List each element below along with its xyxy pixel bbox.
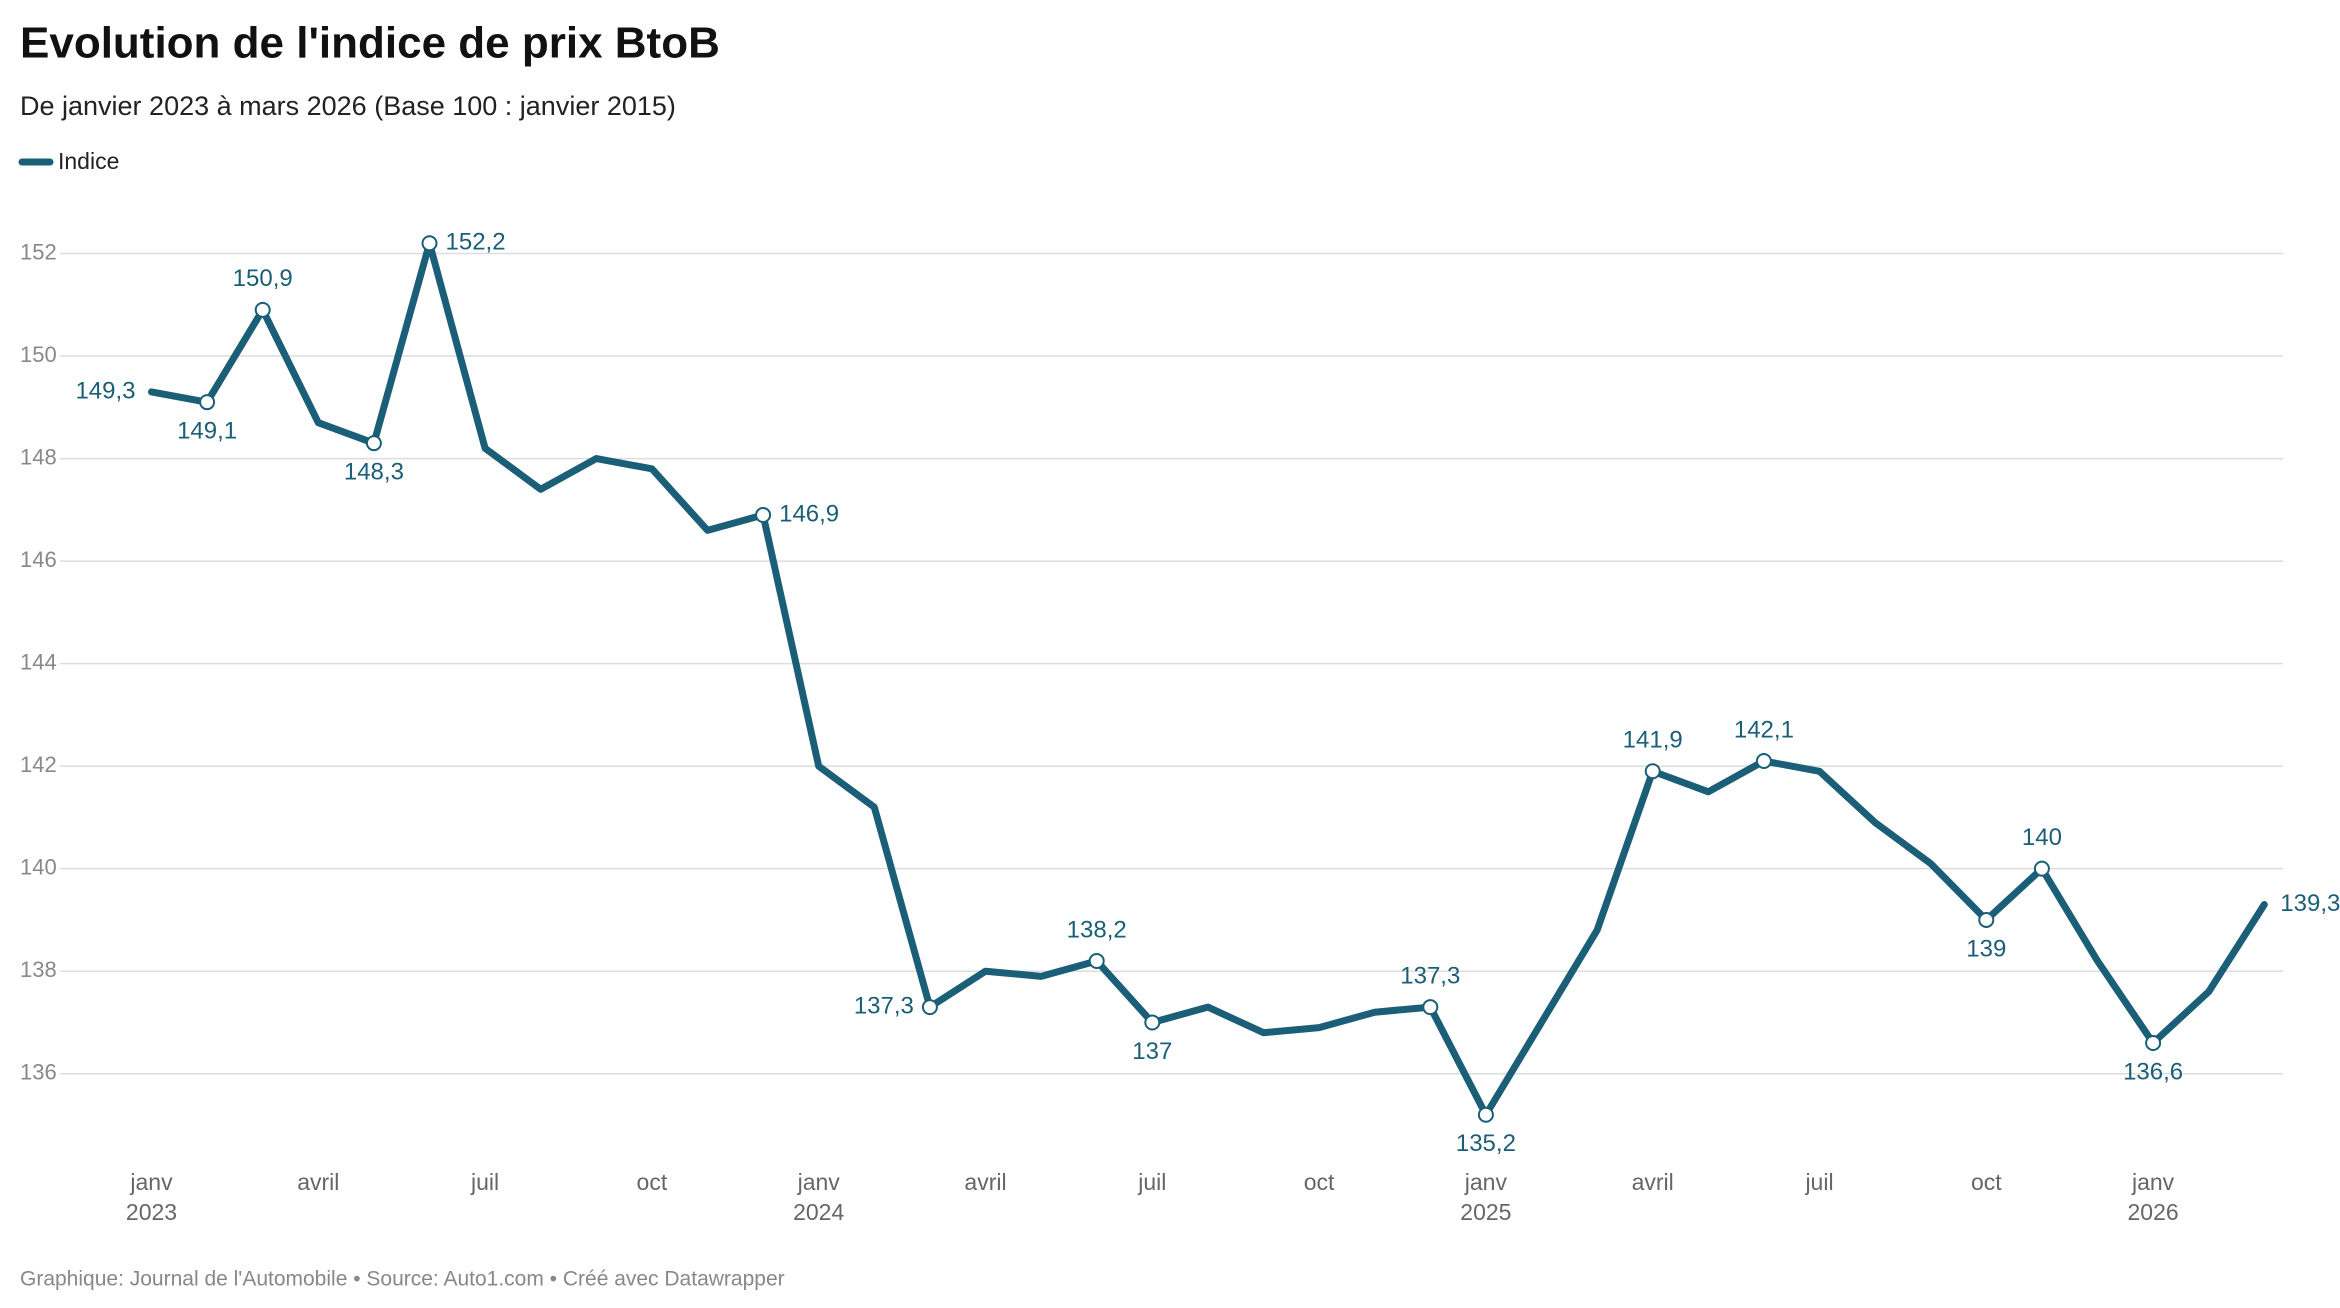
x-tick-label: oct: [636, 1169, 668, 1195]
y-tick-label: 144: [20, 649, 57, 674]
y-tick-label: 150: [20, 342, 57, 367]
point-marker: [755, 506, 772, 523]
data-label: 138,2: [1067, 916, 1127, 943]
data-label: 140: [2022, 824, 2062, 851]
chart-subtitle: De janvier 2023 à mars 2026 (Base 100 : …: [20, 91, 676, 121]
x-tick-label: oct: [1303, 1169, 1335, 1195]
legend-label: Indice: [58, 148, 119, 174]
y-tick-label: 138: [20, 957, 57, 982]
data-label: 136,6: [2123, 1058, 2183, 1085]
y-tick-label: 146: [20, 547, 57, 572]
data-label: 149,1: [177, 418, 237, 445]
y-tick-label: 140: [20, 854, 57, 879]
point-marker: [1144, 1014, 1161, 1031]
data-label: 150,9: [233, 265, 293, 292]
point-marker: [365, 435, 382, 452]
x-tick-label: juil: [1805, 1169, 1834, 1195]
point-marker: [1088, 952, 1105, 969]
data-label: 137: [1132, 1038, 1172, 1065]
x-tick-label: janv 2024: [793, 1169, 845, 1225]
point-marker: [1422, 999, 1439, 1016]
point-marker: [921, 999, 938, 1016]
data-label: 148,3: [344, 459, 404, 486]
x-tick-label: janv 2025: [1460, 1169, 1512, 1225]
data-label: 137,3: [854, 992, 914, 1019]
x-tick-label: janv 2026: [2127, 1169, 2179, 1225]
data-label: 139: [1966, 935, 2006, 962]
x-tick-label: avril: [964, 1169, 1007, 1195]
point-marker: [2033, 860, 2050, 877]
point-marker: [421, 235, 438, 252]
data-label: 146,9: [779, 500, 839, 527]
point-marker: [1477, 1106, 1494, 1123]
point-marker: [2145, 1034, 2162, 1051]
y-tick-label: 152: [20, 239, 57, 264]
y-tick-label: 142: [20, 752, 57, 777]
data-label: 152,2: [446, 229, 506, 256]
x-tick-label: janv 2023: [125, 1169, 178, 1225]
point-marker: [1644, 763, 1661, 780]
data-label: 141,9: [1623, 727, 1683, 754]
x-tick-label: avril: [1631, 1169, 1674, 1195]
chart-title: Evolution de l'indice de prix BtoB: [20, 19, 720, 68]
x-tick-label: avril: [297, 1169, 340, 1195]
data-label: 139,3: [2280, 890, 2340, 917]
point-marker: [254, 301, 271, 318]
point-marker: [1978, 911, 1995, 928]
point-marker: [1755, 753, 1772, 770]
x-tick-label: juil: [471, 1169, 500, 1195]
x-tick-label: juil: [1138, 1169, 1167, 1195]
data-label: 142,1: [1734, 716, 1794, 743]
data-label: 135,2: [1456, 1130, 1516, 1157]
line: [148, 239, 2268, 1119]
footer: Graphique: Journal de l'Automobile • Sou…: [20, 1268, 785, 1291]
x-tick-label: oct: [1970, 1169, 2002, 1195]
point-marker: [199, 394, 216, 411]
data-label: 137,3: [1400, 962, 1460, 989]
y-tick-label: 148: [20, 444, 57, 469]
y-tick-label: 136: [20, 1060, 57, 1085]
data-label: 149,3: [75, 377, 135, 404]
